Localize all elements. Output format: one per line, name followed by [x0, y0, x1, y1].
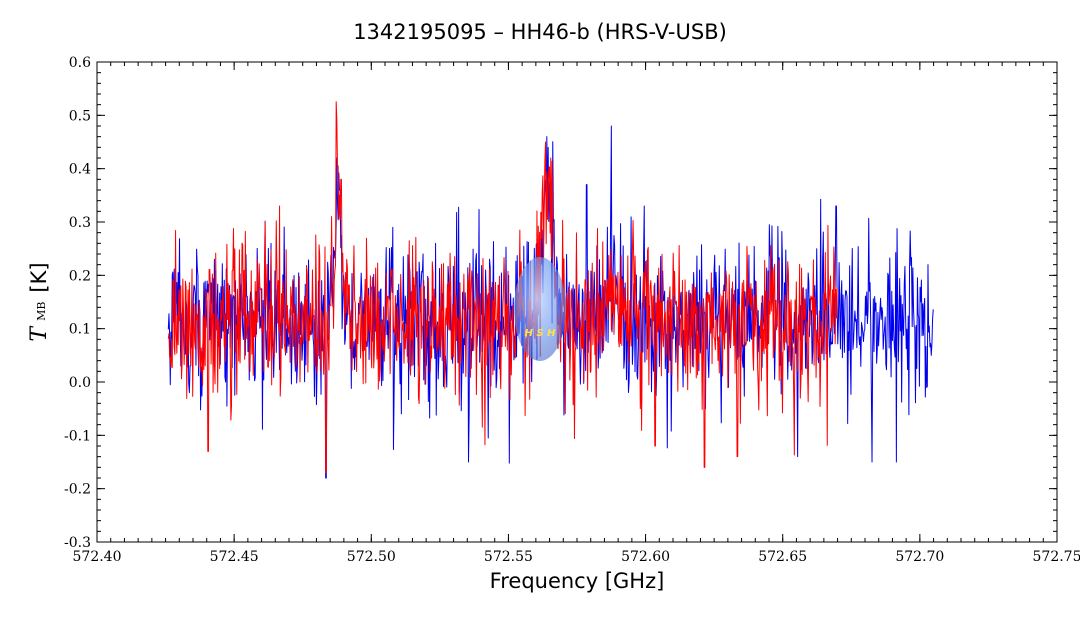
watermark-text: H S H: [525, 328, 557, 339]
y-tick-label: -0.1: [64, 428, 91, 444]
y-tick-label: 0.2: [69, 268, 91, 284]
y-tick-label: 0.4: [69, 162, 91, 178]
y-axis-unit: [K]: [27, 262, 51, 292]
series-layer: [167, 101, 934, 479]
y-tick-label: 0.1: [69, 322, 91, 338]
plot-frame: [96, 61, 1058, 543]
x-tick-label: 572.50: [347, 549, 396, 565]
herschel-watermark: H S H: [514, 257, 566, 361]
y-axis-subscript: MB: [35, 302, 48, 321]
y-tick-label: -0.3: [64, 535, 91, 551]
chart-title: 1342195095 – HH46-b (HRS-V-USB): [353, 20, 727, 44]
x-tick-label: 572.65: [758, 549, 807, 565]
x-tick-label: 572.55: [484, 549, 533, 565]
x-tick-label: 572.40: [73, 549, 122, 565]
series-2-line: [167, 101, 838, 474]
y-tick-label: 0.6: [69, 55, 91, 71]
y-tick-label: 0.3: [69, 215, 91, 231]
svg-text:T MB [K]: T MB [K]: [27, 262, 52, 341]
axis-tick-labels: 572.40 572.45 572.50 572.55 572.60 572.65 572.…: [64, 55, 1080, 565]
x-tick-label: 572.45: [210, 549, 259, 565]
y-tick-label: 0.0: [69, 375, 91, 391]
y-axis-symbol: T: [27, 325, 52, 342]
x-tick-label: 572.70: [895, 549, 944, 565]
y-axis-label: T MB [K]: [27, 262, 52, 341]
y-tick-label: 0.5: [69, 108, 91, 124]
x-axis-label: Frequency [GHz]: [490, 569, 665, 593]
y-tick-label: -0.2: [64, 482, 91, 498]
x-tick-label: 572.75: [1033, 549, 1080, 565]
x-tick-label: 572.60: [621, 549, 670, 565]
